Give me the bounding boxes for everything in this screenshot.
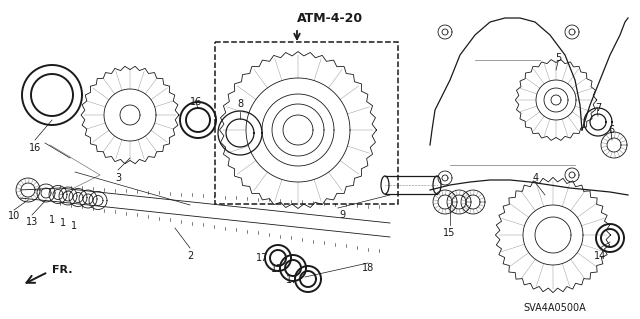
Text: 5: 5	[555, 53, 561, 63]
Text: 9: 9	[339, 210, 345, 220]
Text: 1: 1	[71, 221, 77, 231]
Text: FR.: FR.	[52, 265, 72, 275]
Text: 13: 13	[26, 217, 38, 227]
Text: 4: 4	[533, 173, 539, 183]
Text: 16: 16	[29, 143, 41, 153]
Text: 7: 7	[595, 103, 601, 113]
Text: 6: 6	[608, 125, 614, 135]
Text: 17: 17	[256, 253, 268, 263]
Text: 1: 1	[60, 218, 66, 228]
Text: 17: 17	[286, 275, 298, 285]
Text: 16: 16	[190, 97, 202, 107]
Bar	[215, 42, 398, 204]
Text: 17: 17	[271, 264, 283, 274]
Text: 10: 10	[8, 211, 20, 221]
Text: 2: 2	[187, 251, 193, 261]
Text: 14: 14	[594, 251, 606, 261]
Text: 1: 1	[49, 215, 55, 225]
Text: 3: 3	[115, 173, 121, 183]
Text: SVA4A0500A: SVA4A0500A	[524, 303, 586, 313]
Text: ATM-4-20: ATM-4-20	[297, 11, 363, 25]
Text: 15: 15	[443, 228, 455, 238]
Text: 8: 8	[237, 99, 243, 109]
Text: 18: 18	[362, 263, 374, 273]
